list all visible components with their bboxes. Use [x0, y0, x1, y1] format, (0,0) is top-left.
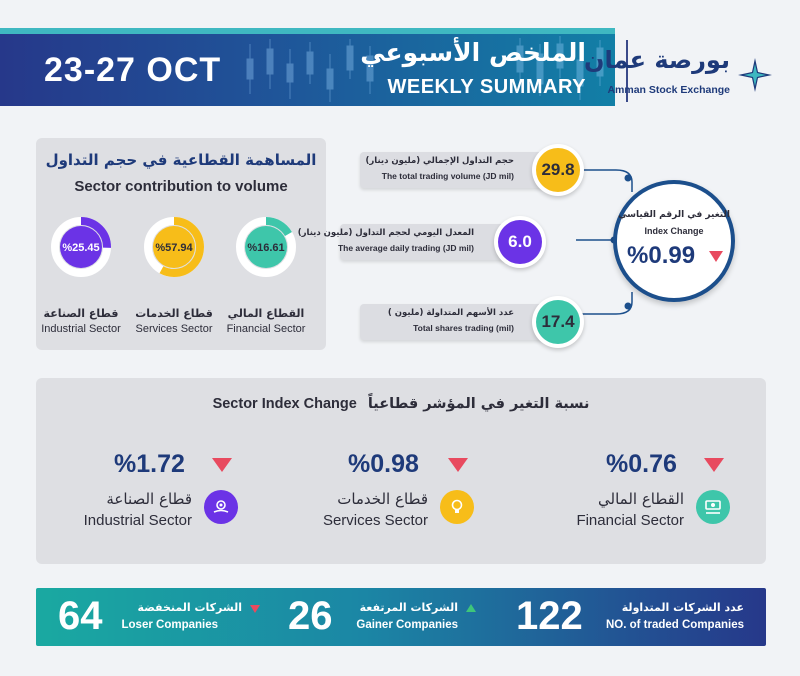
index-change-circle: التغير في الرقم القياسي Index Change %0.… — [613, 180, 735, 302]
daily-average-bar: المعدل اليومي لحجم التداول (مليون دينار)… — [298, 224, 516, 260]
traded-companies-label-english: NO. of traded Companies — [605, 619, 744, 631]
down-arrow-icon — [704, 458, 724, 472]
total-shares-value: 17.4 — [536, 300, 580, 344]
industrial-index-name-english: Industrial Sector — [83, 512, 192, 529]
total-volume-bar: حجم التداول الإجمالي (مليون دينار) The t… — [360, 152, 556, 188]
logo-text-arabic: بورصة عمان — [584, 46, 730, 74]
down-arrow-icon — [212, 458, 232, 472]
industrial-label-arabic: قطاع الصناعة — [43, 307, 119, 320]
gainer-companies-label-english: Gainer Companies — [356, 619, 458, 631]
gear-hand-icon — [204, 490, 238, 524]
financial-index-name-english: Financial Sector — [576, 512, 684, 529]
index-change-label-english: Index Change — [644, 226, 704, 236]
services-label-english: Services Sector — [135, 323, 213, 335]
donut-financial-value: %16.61 — [247, 242, 284, 254]
financial-label-english: Financial Sector — [226, 323, 306, 335]
services-index-name-english: Services Sector — [322, 512, 428, 529]
sector-index-heading-arabic: نسبة التغير في المؤشر قطاعياً — [367, 396, 590, 412]
logo-text-english: Amman Stock Exchange — [607, 84, 730, 96]
total-volume-value: 29.8 — [536, 148, 580, 192]
industrial-index-value: %1.72 — [114, 450, 185, 478]
compass-star-logo-icon — [738, 58, 772, 92]
total-shares-label-arabic: عدد الأسهم المتداولة (مليون ) — [387, 308, 514, 318]
total-volume-label-english: The total trading volume (JD mil) — [381, 171, 514, 181]
donut-services: %57.94 — [144, 217, 204, 277]
sector-contribution-panel: المساهمة القطاعية في حجم التداول Sector … — [36, 138, 326, 350]
candlestick-background-icon — [246, 36, 604, 102]
financial-label-arabic: القطاع المالي — [227, 307, 305, 320]
daily-average-circle: 6.0 — [494, 216, 546, 268]
services-label-arabic: قطاع الخدمات — [135, 307, 213, 320]
financial-label: القطاع المالي Financial Sector — [221, 307, 311, 335]
total-volume-label-arabic: حجم التداول الإجمالي (مليون دينار) — [365, 156, 514, 166]
header-band — [0, 34, 615, 106]
industrial-label-english: Industrial Sector — [41, 323, 121, 335]
sector-index-panel: Sector Index Change نسبة التغير في المؤش… — [36, 378, 766, 564]
sector-index-heading: Sector Index Change نسبة التغير في المؤش… — [36, 396, 766, 412]
services-index-value: %0.98 — [348, 450, 419, 478]
traded-companies-label-arabic: عدد الشركات المتداولة — [621, 601, 744, 614]
title-english: WEEKLY SUMMARY — [387, 76, 586, 98]
gainer-companies-label-arabic: الشركات المرتفعة — [359, 601, 458, 614]
down-arrow-icon — [448, 458, 468, 472]
loser-companies-count: 64 — [58, 594, 103, 638]
lightbulb-icon — [440, 490, 474, 524]
traded-companies-count: 122 — [516, 594, 583, 638]
industrial-index-name-arabic: قطاع الصناعة — [106, 490, 192, 508]
index-change-value: %0.99 — [627, 242, 696, 269]
gainer-companies-count: 26 — [288, 594, 333, 638]
index-change-label-arabic: التغير في الرقم القياسي — [618, 210, 730, 220]
total-shares-bar: عدد الأسهم المتداولة (مليون ) Total shar… — [360, 304, 556, 340]
donut-industrial: %25.45 — [51, 217, 111, 277]
title-arabic: الملخص الأسبوعي — [360, 38, 586, 67]
daily-average-value: 6.0 — [498, 220, 542, 264]
date-range: 23-27 OCT — [44, 51, 222, 89]
services-index-name-arabic: قطاع الخدمات — [337, 490, 428, 508]
loser-companies-label-arabic: الشركات المنخفضة — [137, 601, 242, 614]
contribution-title-arabic: المساهمة القطاعية في حجم التداول — [45, 151, 317, 169]
total-shares-circle: 17.4 — [532, 296, 584, 348]
daily-average-label-english: The average daily trading (JD mil) — [337, 243, 474, 253]
financial-index-name-arabic: القطاع المالي — [598, 490, 684, 508]
daily-average-label-arabic: المعدل اليومي لحجم التداول (مليون دينار) — [297, 228, 474, 238]
total-shares-label-english: Total shares trading (mil) — [413, 323, 514, 333]
donut-financial: %16.61 — [236, 217, 296, 277]
industrial-label: قطاع الصناعة Industrial Sector — [36, 307, 126, 335]
down-arrow-icon — [709, 251, 723, 262]
contribution-title-english: Sector contribution to volume — [74, 178, 288, 195]
donut-industrial-value: %25.45 — [62, 242, 99, 254]
logo-separator — [626, 40, 628, 102]
financial-index-value: %0.76 — [606, 450, 677, 478]
total-volume-circle: 29.8 — [532, 144, 584, 196]
companies-band: 64 الشركات المنخفضة Loser Companies 26 ا… — [36, 588, 766, 646]
down-arrow-icon — [250, 605, 260, 613]
header-accent-stripe — [0, 28, 615, 34]
loser-companies-label-english: Loser Companies — [121, 619, 219, 631]
services-label: قطاع الخدمات Services Sector — [129, 307, 219, 335]
header: 23-27 OCT الملخص الأسبوعي WEEKLY SUMMARY… — [0, 0, 800, 110]
sector-index-heading-english: Sector Index Change — [212, 396, 357, 412]
money-hand-icon — [696, 490, 730, 524]
donut-services-value: %57.94 — [155, 242, 193, 254]
up-arrow-icon — [466, 604, 476, 612]
